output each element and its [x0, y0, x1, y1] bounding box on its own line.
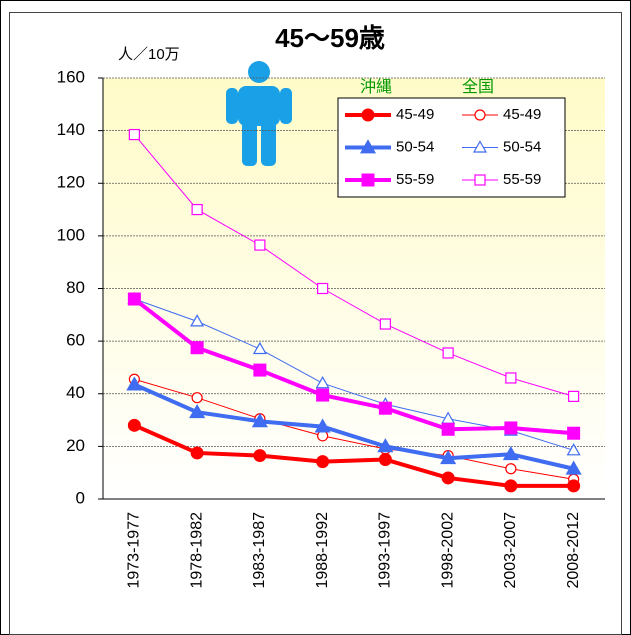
legend-marker [359, 139, 377, 154]
point [251, 413, 268, 428]
legend-label: 45-49 [396, 106, 434, 123]
y-unit-label: 人／10万 [118, 46, 180, 63]
point [315, 376, 330, 389]
point [504, 479, 518, 493]
point [359, 139, 377, 154]
point [567, 426, 581, 440]
point [379, 318, 391, 330]
point [128, 128, 140, 141]
point [472, 140, 488, 153]
point [254, 239, 266, 251]
x-tick-label: 1973-1977 [126, 512, 143, 589]
x-tick-label: 2008-2012 [565, 512, 582, 589]
point [378, 453, 392, 467]
point [442, 347, 454, 359]
point [316, 388, 330, 402]
series-line [133, 382, 575, 471]
y-tick-label: 60 [66, 331, 85, 350]
point [190, 446, 204, 460]
point [441, 471, 455, 485]
point [314, 418, 331, 433]
y-tick-label: 100 [57, 225, 85, 244]
series-line [133, 134, 574, 397]
point [502, 446, 519, 461]
series-line [134, 378, 574, 480]
point [361, 108, 375, 122]
x-tick-label: 1998-2002 [439, 512, 456, 589]
legend-marker [474, 109, 486, 121]
point [190, 314, 205, 327]
point [253, 449, 267, 463]
point [191, 392, 203, 404]
legend-marker [361, 108, 375, 122]
point [190, 341, 204, 355]
legend-label: 55-59 [396, 171, 434, 188]
legend-marker [472, 140, 488, 153]
point [505, 372, 517, 384]
point [191, 203, 203, 216]
point [316, 455, 330, 469]
point [317, 282, 329, 295]
point [189, 403, 206, 419]
person-icon [226, 61, 292, 166]
y-tick-label: 80 [66, 278, 85, 297]
y-tick-label: 40 [66, 383, 85, 402]
y-tick-label: 160 [57, 67, 85, 86]
point [474, 109, 486, 121]
point [505, 463, 517, 475]
x-tick-label: 2003-2007 [502, 512, 519, 589]
point [565, 460, 582, 475]
point [504, 421, 518, 435]
point [252, 341, 267, 355]
point [378, 401, 392, 415]
x-tick-label: 1988-1992 [314, 512, 331, 589]
point [126, 376, 143, 391]
point [253, 363, 267, 377]
point [566, 443, 581, 456]
x-tick-label: 1978-1982 [188, 512, 205, 589]
y-tick-label: 0 [76, 488, 85, 507]
legend-label: 55-59 [503, 171, 541, 188]
legend-group-label: 全国 [462, 78, 494, 96]
point [568, 390, 580, 402]
legend-label: 50-54 [503, 138, 541, 155]
legend-marker [474, 174, 486, 186]
point [361, 173, 375, 187]
point [377, 438, 394, 453]
point [474, 174, 486, 186]
series-line [133, 297, 574, 436]
point [127, 418, 141, 432]
point [127, 292, 141, 306]
y-tick-label: 120 [57, 173, 85, 192]
point [441, 422, 455, 436]
series-line [133, 423, 574, 488]
x-tick-label: 1983-1987 [251, 512, 268, 589]
y-tick-label: 20 [66, 436, 85, 455]
legend-label: 45-49 [503, 106, 541, 123]
point [440, 450, 457, 465]
y-tick-label: 140 [57, 120, 85, 139]
legend-marker [361, 173, 375, 187]
chart-title: 45〜59歳 [275, 23, 385, 53]
x-tick-label: 1993-1997 [377, 512, 394, 589]
legend-label: 50-54 [396, 138, 434, 155]
point [567, 479, 581, 493]
legend-group-label: 沖縄 [360, 78, 392, 96]
